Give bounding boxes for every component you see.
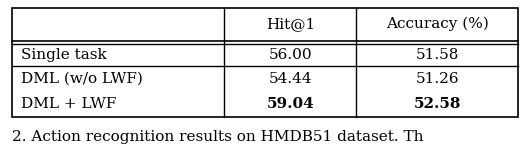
Text: 51.58: 51.58: [416, 48, 459, 62]
Text: 59.04: 59.04: [267, 97, 314, 111]
Text: Hit@1: Hit@1: [266, 17, 315, 31]
Text: 56.00: 56.00: [269, 48, 312, 62]
Text: Single task: Single task: [21, 48, 107, 62]
Text: DML (w/o LWF): DML (w/o LWF): [21, 72, 143, 86]
Text: 51.26: 51.26: [416, 72, 459, 86]
Text: 54.44: 54.44: [269, 72, 312, 86]
Text: DML + LWF: DML + LWF: [21, 97, 116, 111]
Text: 2. Action recognition results on HMDB51 dataset. Th: 2. Action recognition results on HMDB51 …: [12, 130, 423, 144]
Text: 52.58: 52.58: [413, 97, 461, 111]
Text: Accuracy (%): Accuracy (%): [386, 17, 489, 32]
